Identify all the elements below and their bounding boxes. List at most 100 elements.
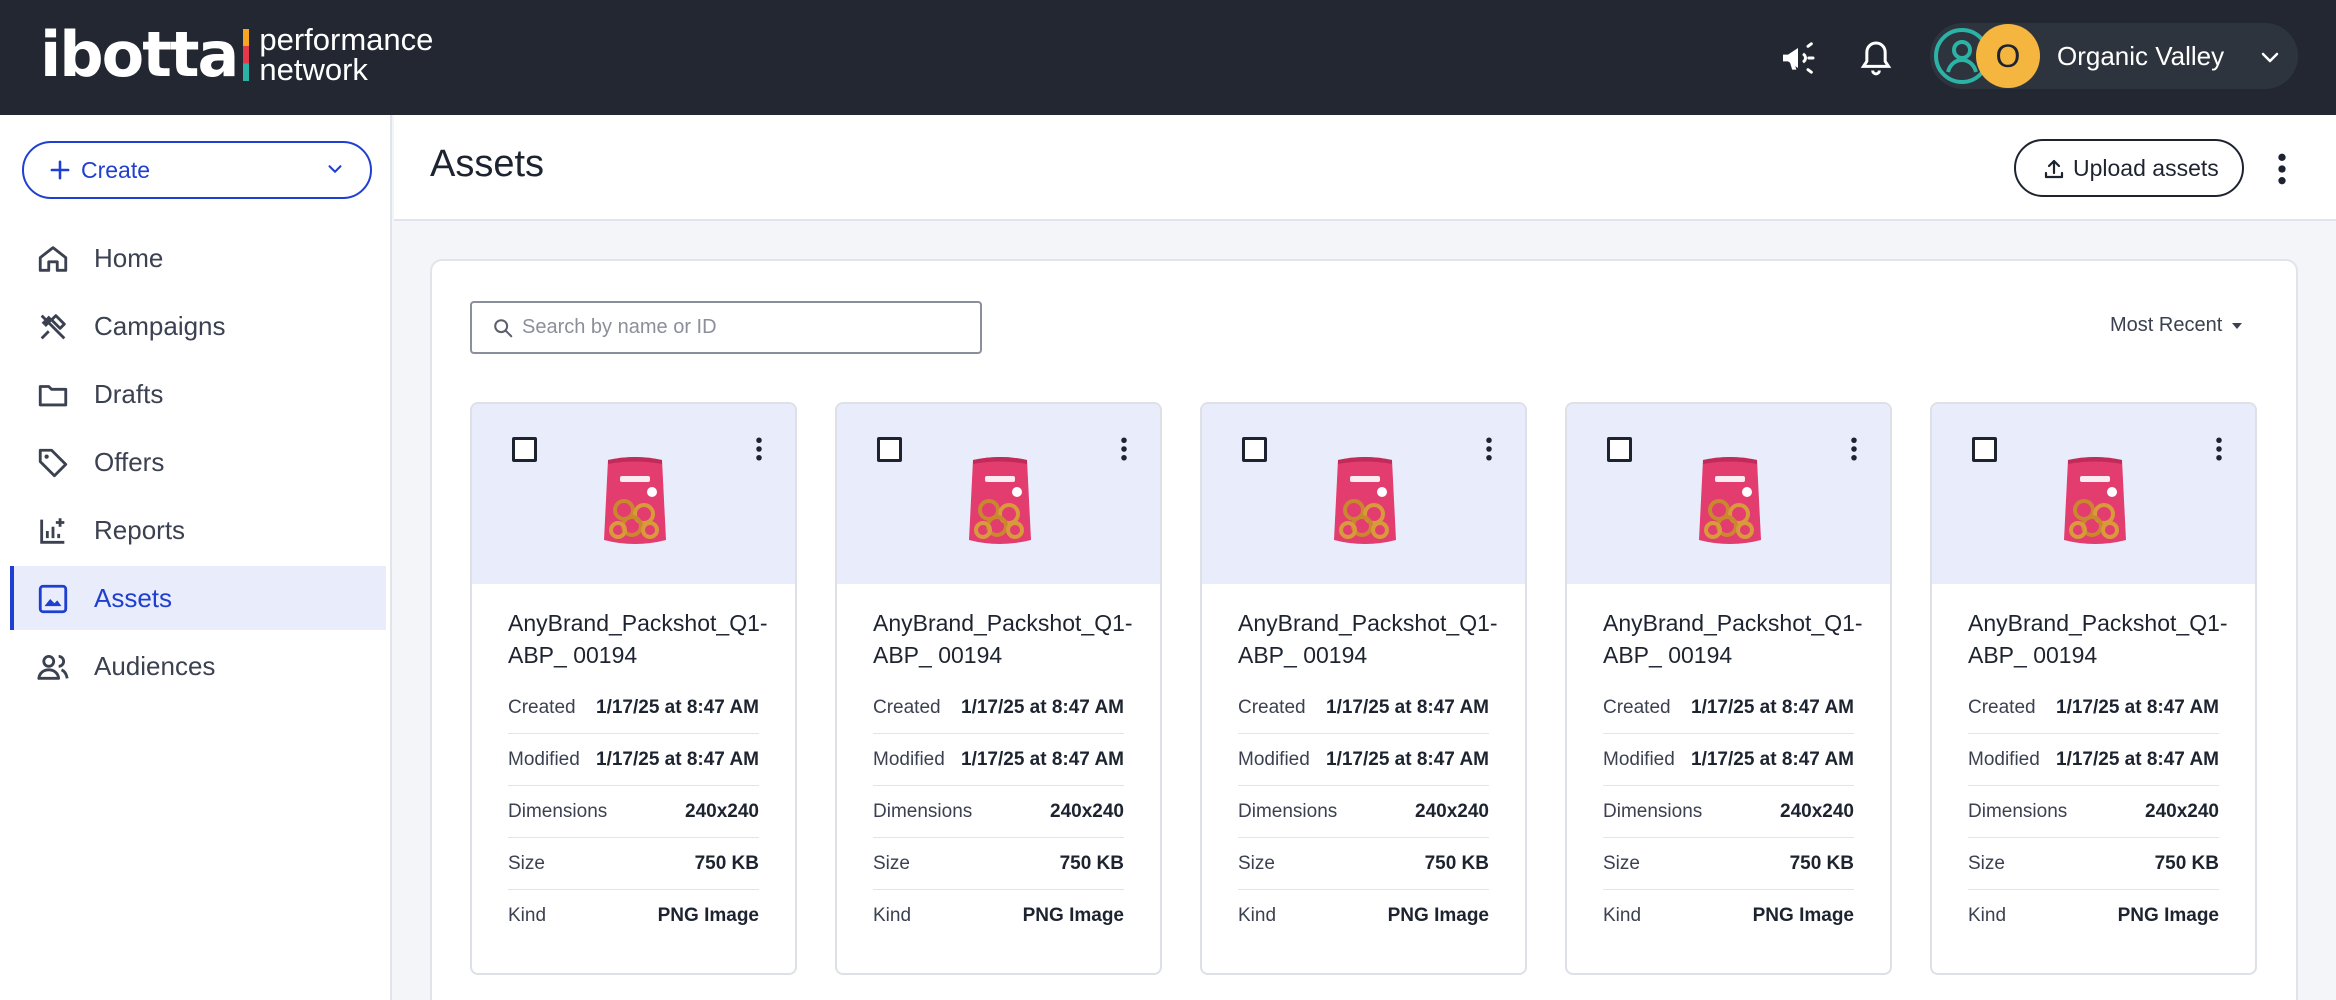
dimensions-value: 240x240 <box>1050 801 1124 822</box>
sidebar-item-home[interactable]: Home <box>10 226 386 290</box>
sidebar-item-reports[interactable]: Reports <box>10 498 386 562</box>
sidebar: Create Home Campaigns Drafts Offers Repo… <box>0 115 392 1000</box>
home-icon <box>38 246 68 272</box>
sidebar-item-audiences[interactable]: Audiences <box>10 634 386 698</box>
modified-label: Modified <box>508 749 580 770</box>
created-value: 1/17/25 at 8:47 AM <box>1691 697 1854 718</box>
asset-checkbox[interactable] <box>512 437 537 462</box>
megaphone-icon[interactable] <box>1778 38 1818 78</box>
more-vertical-icon[interactable] <box>744 434 774 464</box>
asset-thumbnail[interactable] <box>1202 404 1525 584</box>
create-button[interactable]: Create <box>22 141 372 199</box>
ibotta-logo[interactable]: ibotta performance network <box>40 24 433 86</box>
kind-row: Kind PNG Image <box>873 890 1124 942</box>
top-bar: ibotta performance network O Organic Val… <box>0 0 2336 115</box>
asset-checkbox[interactable] <box>877 437 902 462</box>
asset-card[interactable]: AnyBrand_Packshot_Q1-ABP_ 00194 Created … <box>470 402 797 975</box>
size-value: 750 KB <box>1424 853 1489 874</box>
sidebar-item-label: Home <box>94 243 164 273</box>
asset-card[interactable]: AnyBrand_Packshot_Q1-ABP_ 00194 Created … <box>1200 402 1527 975</box>
dimensions-row: Dimensions 240x240 <box>1603 786 1854 838</box>
logo-wordmark: ibotta <box>40 18 239 91</box>
kind-row: Kind PNG Image <box>508 890 759 942</box>
dimensions-row: Dimensions 240x240 <box>1968 786 2219 838</box>
search-field[interactable] <box>470 301 982 354</box>
size-label: Size <box>508 853 545 874</box>
dimensions-label: Dimensions <box>1603 801 1703 822</box>
more-vertical-icon[interactable] <box>2262 149 2302 189</box>
asset-card[interactable]: AnyBrand_Packshot_Q1-ABP_ 00194 Created … <box>1930 402 2257 975</box>
person-icon <box>1946 40 1978 73</box>
upload-assets-label: Upload assets <box>2073 155 2219 181</box>
created-value: 1/17/25 at 8:47 AM <box>961 697 1124 718</box>
search-input[interactable] <box>522 303 962 352</box>
pretzel-bag-image <box>2064 457 2126 544</box>
asset-card[interactable]: AnyBrand_Packshot_Q1-ABP_ 00194 Created … <box>1565 402 1892 975</box>
sidebar-item-label: Offers <box>94 447 165 477</box>
size-value: 750 KB <box>694 853 759 874</box>
more-vertical-icon[interactable] <box>1109 434 1139 464</box>
chevron-down-icon <box>2261 52 2279 63</box>
modified-row: Modified 1/17/25 at 8:47 AM <box>1968 734 2219 786</box>
created-row: Created 1/17/25 at 8:47 AM <box>1238 682 1489 734</box>
page-title: Assets <box>430 143 545 185</box>
sidebar-item-label: Campaigns <box>94 311 226 341</box>
asset-thumbnail[interactable] <box>1567 404 1890 584</box>
modified-label: Modified <box>1238 749 1310 770</box>
plus-icon <box>50 160 70 180</box>
asset-name: AnyBrand_Packshot_Q1-ABP_ 00194 <box>1238 610 1498 668</box>
asset-name: AnyBrand_Packshot_Q1-ABP_ 00194 <box>1968 610 2228 668</box>
campaigns-icon <box>40 314 66 340</box>
sidebar-item-label: Reports <box>94 515 186 545</box>
asset-checkbox[interactable] <box>1607 437 1632 462</box>
pretzel-bag-image <box>604 457 666 544</box>
more-vertical-icon[interactable] <box>1474 434 1504 464</box>
bell-icon[interactable] <box>1856 38 1896 78</box>
created-label: Created <box>873 697 941 718</box>
pretzel-bag-image <box>1334 457 1396 544</box>
logo-color-bar <box>243 29 250 81</box>
kind-label: Kind <box>1968 905 2007 926</box>
asset-thumbnail[interactable] <box>1932 404 2255 584</box>
asset-card[interactable]: AnyBrand_Packshot_Q1-ABP_ 00194 Created … <box>835 402 1162 975</box>
asset-thumbnail[interactable] <box>472 404 795 584</box>
more-vertical-icon[interactable] <box>1839 434 1869 464</box>
created-label: Created <box>1968 697 2036 718</box>
assets-panel: Most Recent AnyBrand_Packshot_Q1-ABP_ 00… <box>430 259 2298 1000</box>
created-row: Created 1/17/25 at 8:47 AM <box>1968 682 2219 734</box>
sidebar-item-drafts[interactable]: Drafts <box>10 362 386 426</box>
sidebar-item-campaigns[interactable]: Campaigns <box>10 294 386 358</box>
created-row: Created 1/17/25 at 8:47 AM <box>508 682 759 734</box>
asset-thumbnail[interactable] <box>837 404 1160 584</box>
size-value: 750 KB <box>1789 853 1854 874</box>
size-value: 750 KB <box>2154 853 2219 874</box>
modified-row: Modified 1/17/25 at 8:47 AM <box>508 734 759 786</box>
modified-row: Modified 1/17/25 at 8:47 AM <box>873 734 1124 786</box>
more-vertical-icon[interactable] <box>2204 434 2234 464</box>
sidebar-item-offers[interactable]: Offers <box>10 430 386 494</box>
create-label: Create <box>81 157 151 183</box>
kind-value: PNG Image <box>1387 905 1489 926</box>
dimensions-value: 240x240 <box>1780 801 1854 822</box>
account-switcher[interactable]: O Organic Valley <box>1930 23 2298 89</box>
dimensions-row: Dimensions 240x240 <box>508 786 759 838</box>
kind-label: Kind <box>1603 905 1642 926</box>
size-label: Size <box>873 853 910 874</box>
created-label: Created <box>1238 697 1306 718</box>
people-icon <box>37 654 69 680</box>
page-header: Assets Upload assets <box>394 115 2336 221</box>
logo-subtitle: performance network <box>259 24 433 85</box>
asset-checkbox[interactable] <box>1242 437 1267 462</box>
upload-assets-button[interactable]: Upload assets <box>2014 139 2244 197</box>
size-label: Size <box>1603 853 1640 874</box>
kind-label: Kind <box>873 905 912 926</box>
dimensions-label: Dimensions <box>873 801 973 822</box>
sidebar-item-label: Assets <box>94 583 173 613</box>
sidebar-item-assets[interactable]: Assets <box>10 566 386 630</box>
dimensions-row: Dimensions 240x240 <box>1238 786 1489 838</box>
created-value: 1/17/25 at 8:47 AM <box>1326 697 1489 718</box>
asset-checkbox[interactable] <box>1972 437 1997 462</box>
asset-name: AnyBrand_Packshot_Q1-ABP_ 00194 <box>873 610 1133 668</box>
sort-dropdown[interactable]: Most Recent <box>2110 305 2243 345</box>
kind-label: Kind <box>508 905 547 926</box>
